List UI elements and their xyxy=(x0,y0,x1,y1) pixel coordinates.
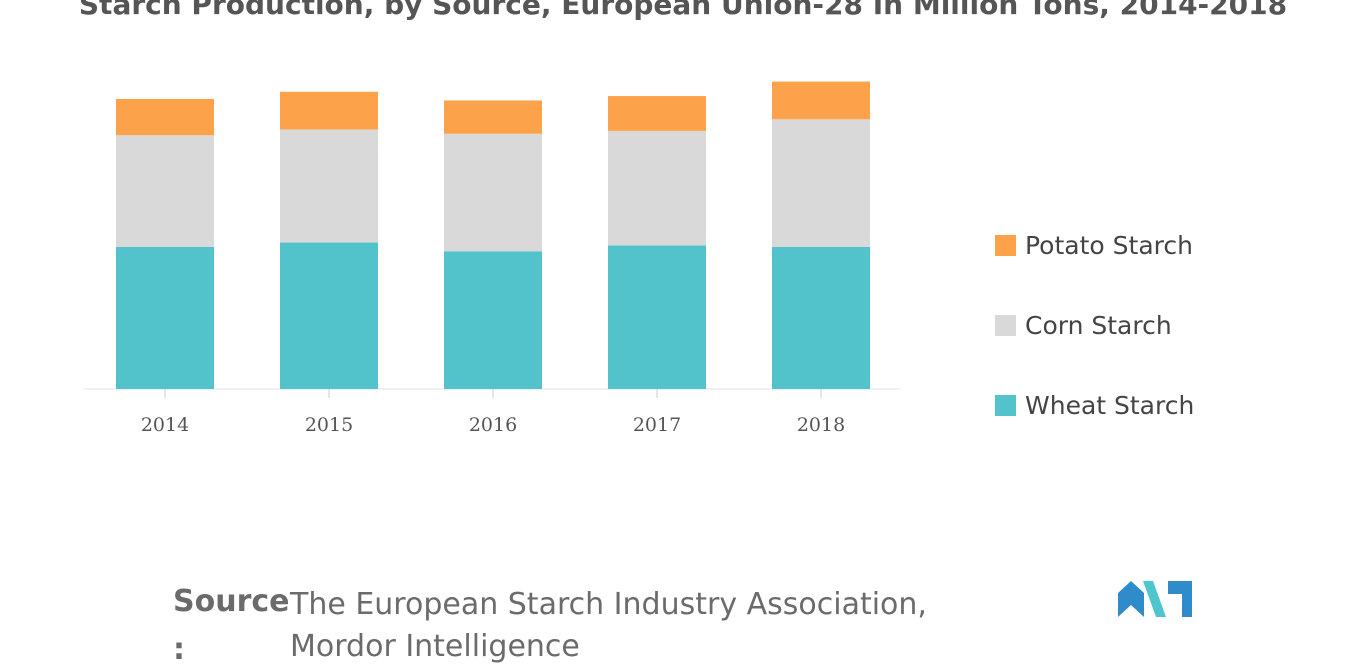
x-tick-label-2014: 2014 xyxy=(141,414,189,436)
chart-title: Starch Production, by Source, European U… xyxy=(78,0,1288,21)
bar-corn-starch-2017[interactable] xyxy=(608,130,706,246)
bar-wheat-starch-2017[interactable] xyxy=(608,245,706,389)
bar-corn-starch-2018[interactable] xyxy=(772,119,870,247)
mordor-intelligence-logo-icon xyxy=(1118,581,1192,617)
legend-label-wheat-starch: Wheat Starch xyxy=(1025,390,1195,420)
legend-label-potato-starch: Potato Starch xyxy=(1025,230,1193,260)
legend: Potato Starch Corn Starch Wheat Starch xyxy=(995,205,1194,445)
bar-potato-starch-2015[interactable] xyxy=(280,91,378,130)
legend-item-corn-starch[interactable]: Corn Starch xyxy=(995,285,1194,365)
bar-potato-starch-2014[interactable] xyxy=(116,99,214,136)
bar-potato-starch-2017[interactable] xyxy=(608,96,706,131)
legend-swatch-potato-starch xyxy=(995,234,1016,256)
bar-corn-starch-2014[interactable] xyxy=(116,135,214,247)
bar-wheat-starch-2014[interactable] xyxy=(116,246,214,389)
source-text: The European Starch Industry Association… xyxy=(290,587,927,664)
source-label: Source xyxy=(173,584,290,619)
bar-wheat-starch-2016[interactable] xyxy=(444,251,542,389)
bar-corn-starch-2016[interactable] xyxy=(444,133,542,252)
bar-wheat-starch-2015[interactable] xyxy=(280,242,378,389)
legend-item-wheat-starch[interactable]: Wheat Starch xyxy=(995,365,1194,445)
source-colon: : xyxy=(173,632,185,667)
x-tick-label-2017: 2017 xyxy=(633,414,681,436)
legend-swatch-wheat-starch xyxy=(995,394,1016,416)
x-tick-label-2018: 2018 xyxy=(797,414,845,436)
bar-wheat-starch-2018[interactable] xyxy=(772,246,870,389)
bar-potato-starch-2018[interactable] xyxy=(772,81,870,120)
bar-group xyxy=(116,81,870,389)
bar-corn-starch-2015[interactable] xyxy=(280,129,378,243)
x-tick-label-2015: 2015 xyxy=(305,414,353,436)
legend-item-potato-starch[interactable]: Potato Starch xyxy=(995,205,1194,285)
x-tick-label-2016: 2016 xyxy=(469,414,517,436)
legend-swatch-corn-starch xyxy=(995,314,1016,336)
x-tick-labels: 2014 2015 2016 2017 2018 xyxy=(141,389,845,436)
legend-label-corn-starch: Corn Starch xyxy=(1025,310,1172,340)
bar-potato-starch-2016[interactable] xyxy=(444,100,542,134)
